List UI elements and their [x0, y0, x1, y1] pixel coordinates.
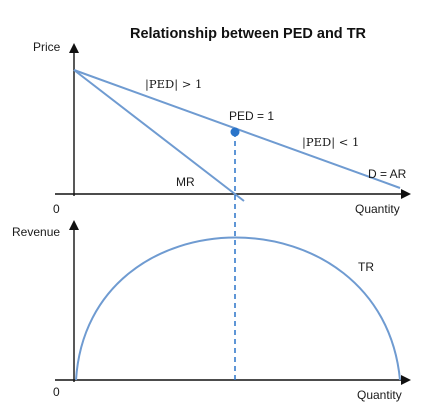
demand-label: D = AR: [368, 167, 407, 181]
unit-elastic-label: PED = 1: [229, 109, 274, 123]
bottom-x-axis-label: Quantity: [357, 388, 402, 402]
top-x-axis-label: Quantity: [355, 202, 400, 216]
top-y-axis-label: Price: [33, 40, 61, 54]
bottom-y-axis-label: Revenue: [12, 225, 60, 239]
inelastic-region-label: |PED| < 1: [302, 135, 359, 150]
diagram-title: Relationship between PED and TR: [130, 26, 367, 42]
elastic-region-label: |PED| > 1: [145, 77, 202, 92]
mr-label: MR: [176, 175, 195, 189]
bottom-origin-label: 0: [53, 385, 60, 399]
tr-curve: [75, 236, 401, 381]
mr-curve: [73, 69, 245, 202]
top-origin-label: 0: [53, 202, 60, 216]
tr-label: TR: [358, 260, 374, 274]
